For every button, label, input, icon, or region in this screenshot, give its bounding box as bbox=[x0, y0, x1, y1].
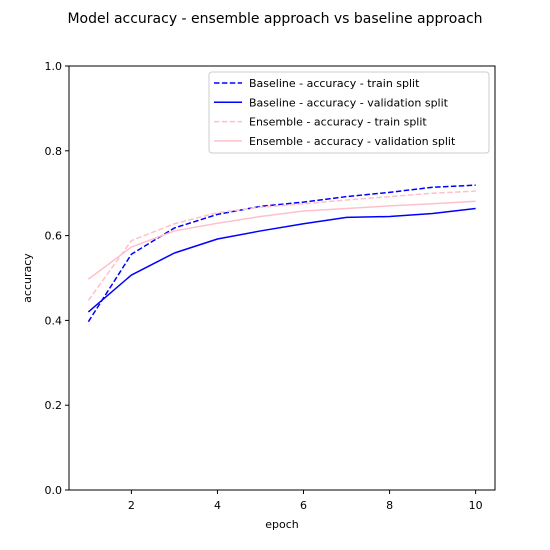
legend-label-2: Baseline - accuracy - validation split bbox=[249, 96, 449, 109]
series-line-2 bbox=[87, 207, 476, 313]
x-axis-ticks: 2 4 6 8 10 bbox=[128, 490, 483, 512]
legend-label-4: Ensemble - accuracy - validation split bbox=[249, 135, 456, 148]
chart-title: Model accuracy - ensemble approach vs ba… bbox=[67, 11, 482, 27]
series-line-4 bbox=[87, 200, 476, 280]
x-tick-label: 10 bbox=[469, 499, 483, 512]
x-tick-label: 6 bbox=[300, 499, 307, 512]
y-tick-label: 0.4 bbox=[45, 314, 63, 327]
x-tick-label: 2 bbox=[128, 499, 135, 512]
y-tick-label: 0.6 bbox=[45, 230, 63, 243]
series-line-1 bbox=[87, 184, 476, 323]
legend-label-3: Ensemble - accuracy - train split bbox=[249, 116, 427, 129]
y-tick-label: 1.0 bbox=[45, 60, 63, 73]
legend-label-1: Baseline - accuracy - train split bbox=[249, 77, 420, 90]
y-axis-ticks: 0.0 0.2 0.4 0.6 0.8 1.0 bbox=[45, 60, 69, 497]
y-tick-label: 0.8 bbox=[45, 145, 63, 158]
x-axis-label: epoch bbox=[265, 518, 299, 531]
x-tick-label: 8 bbox=[386, 499, 393, 512]
y-tick-label: 0.0 bbox=[45, 484, 63, 497]
x-tick-label: 4 bbox=[214, 499, 221, 512]
y-tick-label: 0.2 bbox=[45, 399, 63, 412]
series-lines bbox=[87, 184, 476, 323]
series-line-3 bbox=[87, 190, 476, 301]
y-axis-label: accuracy bbox=[21, 253, 34, 303]
legend: Baseline - accuracy - train split Baselin… bbox=[208, 71, 490, 154]
legend-box bbox=[208, 71, 490, 154]
plot-area-frame bbox=[68, 65, 496, 491]
